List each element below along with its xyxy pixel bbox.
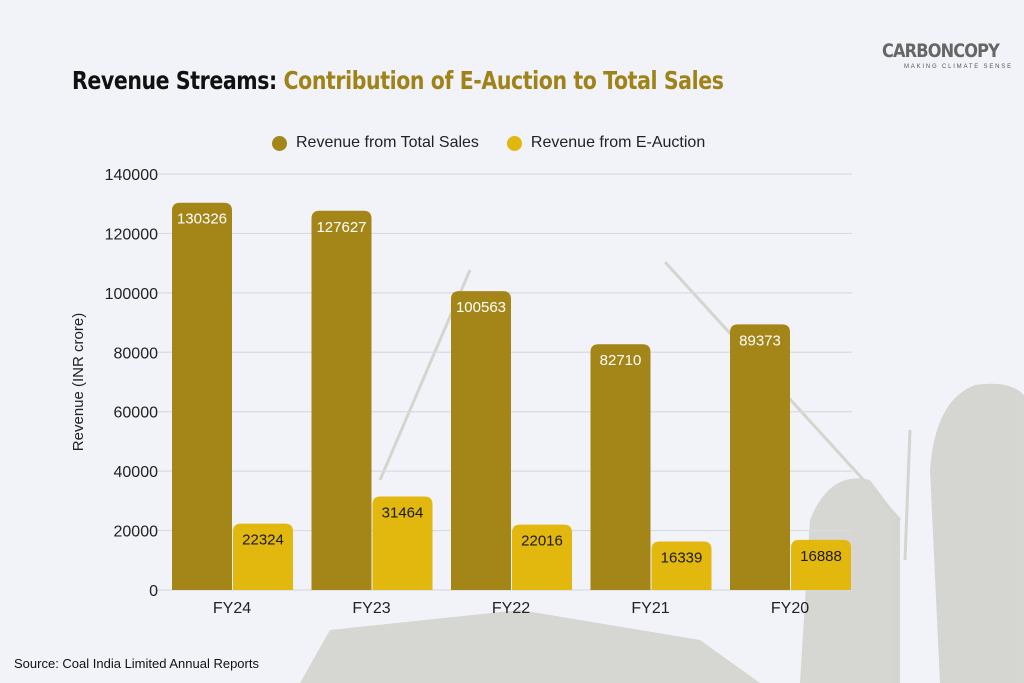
logo-tagline: MAKING CLIMATE SENSE xyxy=(904,64,1013,70)
bar-e-auction xyxy=(512,524,572,590)
legend-label-total: Revenue from Total Sales xyxy=(296,134,479,151)
y-tick-label: 40000 xyxy=(114,464,159,481)
bar-e-auction xyxy=(791,539,851,590)
legend-label-auction: Revenue from E-Auction xyxy=(530,134,706,151)
x-tick-label: FY21 xyxy=(631,600,669,617)
legend-item-total: Revenue from Total Sales xyxy=(272,134,479,152)
data-label: 22016 xyxy=(521,533,563,550)
data-label: 16888 xyxy=(800,548,842,565)
y-tick-label: 60000 xyxy=(114,405,159,422)
chart-title: Revenue Streams: Contribution of E-Aucti… xyxy=(72,66,724,95)
bar-e-auction xyxy=(651,541,712,590)
carboncopy-logo: CARBONCOPY MAKING CLIMATE SENSE xyxy=(882,40,1020,70)
data-label: 130326 xyxy=(177,211,227,228)
y-tick-label: 80000 xyxy=(114,345,159,362)
bar-total-sales xyxy=(590,344,651,590)
x-tick-label: FY20 xyxy=(771,600,809,617)
title-part-1: Revenue Streams: xyxy=(72,66,277,95)
data-label: 89373 xyxy=(739,332,781,349)
data-label: 31464 xyxy=(382,505,424,522)
data-label: 82710 xyxy=(600,352,642,369)
y-tick-label: 140000 xyxy=(105,167,158,184)
logo-text: CARBONCOPY xyxy=(882,40,1000,62)
legend-swatch-auction xyxy=(506,135,522,151)
y-axis-label: Revenue (INR crore) xyxy=(70,313,87,451)
y-tick-label: 0 xyxy=(149,583,158,600)
data-label: 127627 xyxy=(316,219,366,236)
data-label: 16339 xyxy=(661,549,703,566)
bar-e-auction xyxy=(372,496,433,590)
x-tick-label: FY22 xyxy=(492,600,530,617)
x-tick-label: FY24 xyxy=(213,600,251,617)
x-tick-label: FY23 xyxy=(352,600,390,617)
legend-swatch-total xyxy=(272,135,287,151)
bar-total-sales xyxy=(172,202,232,590)
y-tick-label: 120000 xyxy=(105,226,158,243)
bar-total-sales xyxy=(311,210,372,590)
bar-e-auction xyxy=(233,523,293,590)
data-label: 22324 xyxy=(242,532,284,549)
data-label: 100563 xyxy=(456,299,506,316)
legend-item-auction: Revenue from E-Auction xyxy=(506,134,706,152)
y-tick-label: 100000 xyxy=(105,286,158,303)
y-tick-label: 20000 xyxy=(114,524,159,541)
bar-total-sales xyxy=(730,324,790,590)
legend: Revenue from Total Sales Revenue from E-… xyxy=(272,134,705,152)
bar-total-sales xyxy=(451,291,511,590)
source-note: Source: Coal India Limited Annual Report… xyxy=(14,656,259,671)
title-part-2: Contribution of E-Auction to Total Sales xyxy=(283,66,724,95)
